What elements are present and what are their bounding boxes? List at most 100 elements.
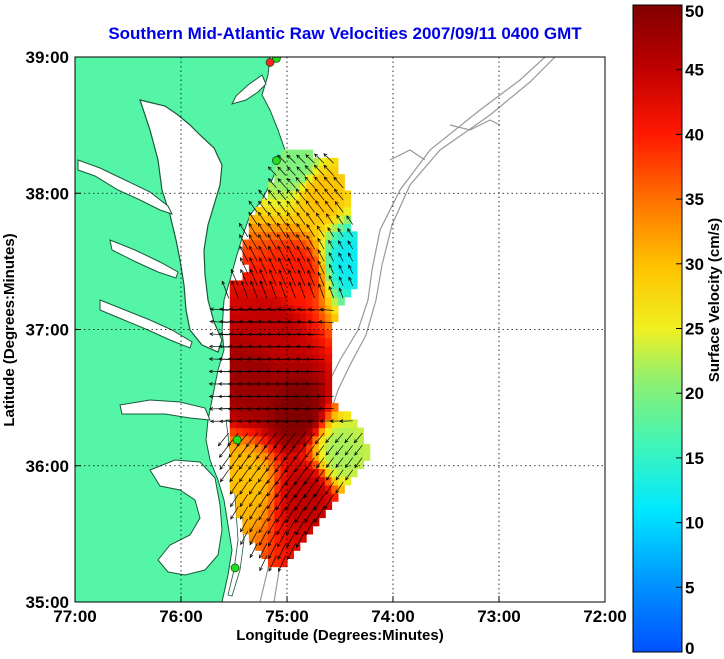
velocity-arrowhead <box>256 382 261 386</box>
velocity-cell <box>337 206 345 216</box>
velocity-arrowhead <box>274 468 279 473</box>
velocity-arrow <box>248 212 258 225</box>
velocity-cell <box>267 533 275 543</box>
velocity-cell <box>318 476 326 486</box>
velocity-arrowhead <box>258 541 263 547</box>
velocity-cell <box>312 362 320 371</box>
velocity-arrowhead <box>287 257 292 262</box>
velocity-cell <box>261 345 269 355</box>
velocity-arrow <box>268 178 277 189</box>
velocity-cell <box>287 493 294 502</box>
velocity-cell <box>261 501 269 510</box>
velocity-arrow <box>354 432 363 443</box>
velocity-arrowhead <box>305 357 310 361</box>
velocity-cell <box>267 198 275 208</box>
velocity-cell <box>280 411 288 421</box>
velocity-arrowhead <box>296 223 300 228</box>
velocity-cell <box>229 443 237 453</box>
velocity-cell <box>331 460 339 470</box>
velocity-cell <box>312 337 320 347</box>
velocity-arrowhead <box>239 503 244 508</box>
velocity-cell <box>306 509 314 519</box>
velocity-arrow <box>228 346 248 348</box>
velocity-cell <box>255 443 263 453</box>
velocity-cell <box>274 296 282 306</box>
velocity-cell <box>287 231 294 241</box>
velocity-cell <box>267 296 275 306</box>
velocity-arrow <box>248 333 267 336</box>
velocity-cell <box>306 525 314 535</box>
velocity-cell <box>248 239 256 249</box>
velocity-arrowhead <box>247 319 252 324</box>
velocity-arrowhead <box>276 319 281 324</box>
velocity-cell <box>325 321 333 331</box>
velocity-arrow <box>276 518 287 535</box>
velocity-arrowhead <box>265 382 270 386</box>
velocity-cell <box>274 550 282 559</box>
velocity-cell <box>293 468 301 478</box>
velocity-cell <box>229 468 237 478</box>
velocity-cell <box>318 321 326 331</box>
velocity-arrow <box>285 506 296 523</box>
y-ticks: 39:00 38:00 37:00 36:00 35:00 <box>26 48 81 612</box>
velocity-cell <box>293 533 301 543</box>
velocity-cell <box>331 182 339 192</box>
velocity-cell <box>261 247 269 257</box>
velocity-arrowhead <box>324 188 328 193</box>
x-ticks: 77:00 76:00 75:00 74:00 73:00 72:00 <box>53 596 627 626</box>
velocity-cell <box>325 468 333 478</box>
velocity-arrowhead <box>209 307 214 312</box>
velocity-cell <box>312 296 320 306</box>
velocity-cell <box>331 476 339 486</box>
velocity-arrowhead <box>325 476 330 481</box>
velocity-cell <box>356 460 364 470</box>
velocity-arrow <box>238 346 258 348</box>
velocity-arrowhead <box>314 440 319 445</box>
velocity-cell <box>287 215 294 224</box>
velocity-arrowhead <box>265 394 270 399</box>
velocity-cell <box>267 378 275 388</box>
velocity-cell <box>331 255 339 265</box>
water-pamlico-sound <box>149 459 223 576</box>
velocity-arrowhead <box>240 268 244 274</box>
velocity-cell <box>293 370 301 380</box>
velocity-arrow <box>295 188 306 201</box>
velocity-arrow <box>277 245 287 262</box>
velocity-cell <box>248 394 256 404</box>
velocity-arrow <box>318 321 334 324</box>
velocity-arrowhead <box>306 419 311 424</box>
velocity-arrowhead <box>246 394 251 399</box>
velocity-cell <box>229 370 237 380</box>
velocity-cell <box>331 304 339 314</box>
velocity-arrow <box>277 234 287 250</box>
velocity-cell <box>255 484 263 494</box>
velocity-cell <box>299 166 307 175</box>
velocity-arrowhead <box>297 257 301 262</box>
velocity-arrowhead <box>247 454 252 459</box>
velocity-arrow <box>323 164 334 176</box>
velocity-arrow <box>346 215 354 225</box>
velocity-arrowhead <box>258 503 262 508</box>
velocity-arrowhead <box>294 481 298 486</box>
velocity-cell <box>248 419 256 429</box>
velocity-cell <box>242 239 250 249</box>
velocity-cell <box>261 419 269 429</box>
velocity-cell <box>274 370 282 380</box>
velocity-arrow <box>317 249 325 262</box>
velocity-cell <box>267 223 275 232</box>
velocity-arrowhead <box>248 211 253 216</box>
velocity-cell <box>325 182 333 192</box>
velocity-cell <box>318 255 326 265</box>
velocity-cell <box>318 362 326 371</box>
velocity-arrow <box>339 276 344 287</box>
velocity-arrowhead <box>256 357 261 361</box>
velocity-arrowhead <box>247 307 252 312</box>
velocity-arrowhead <box>257 319 262 324</box>
velocity-cell <box>306 427 314 437</box>
velocity-arrowhead <box>276 307 281 312</box>
velocity-cell <box>242 272 250 282</box>
velocity-cell <box>236 509 244 519</box>
velocity-cell <box>261 296 269 306</box>
velocity-cell <box>255 411 263 421</box>
velocity-cell <box>267 313 275 322</box>
